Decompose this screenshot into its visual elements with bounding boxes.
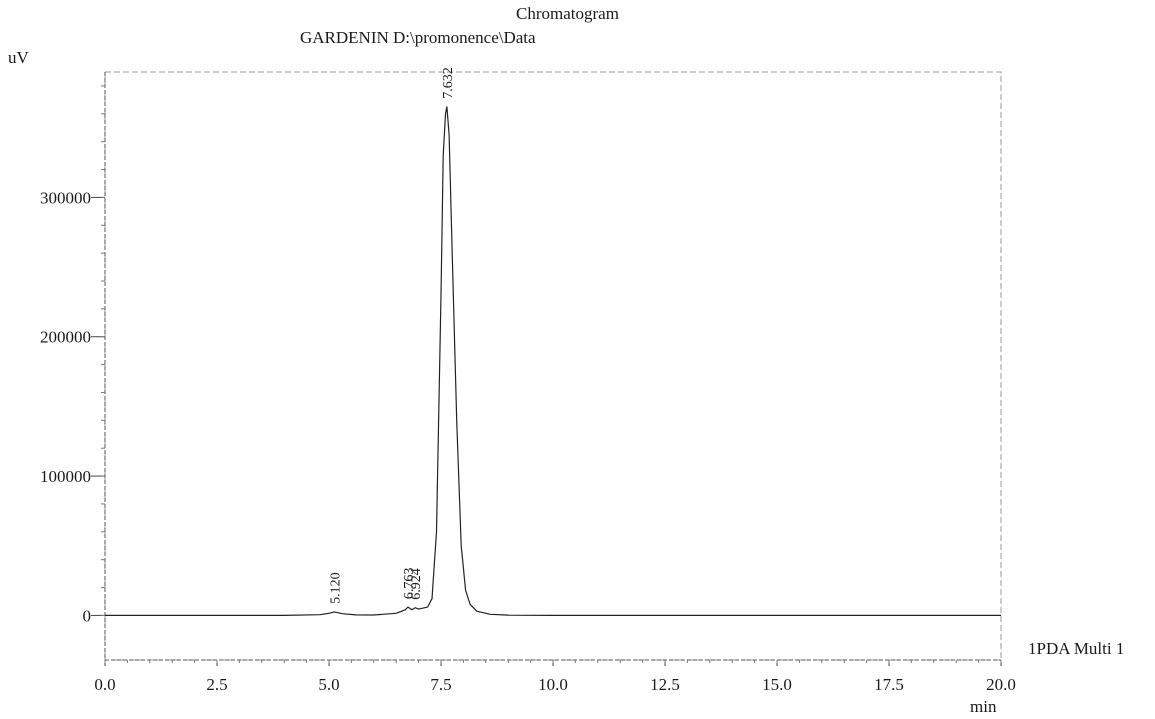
x-tick-label: 15.0 <box>762 675 792 694</box>
x-tick-label: 0.0 <box>94 675 115 694</box>
chart-subtitle: GARDENIN D:\promonence\Data <box>300 28 536 47</box>
y-tick-label: 300000 <box>40 188 91 207</box>
plot-frame <box>104 71 1002 661</box>
peak-label: 6.924 <box>409 568 424 600</box>
y-axis-label: uV <box>8 48 29 67</box>
x-tick-label: 10.0 <box>538 675 568 694</box>
peak-label: 5.120 <box>328 572 343 604</box>
x-tick-label: 5.0 <box>318 675 339 694</box>
x-tick-label: 12.5 <box>650 675 680 694</box>
x-axis-label: min <box>970 697 997 716</box>
x-tick-label: 17.5 <box>874 675 904 694</box>
x-tick-label: 2.5 <box>206 675 227 694</box>
peak-label: 6.763 <box>402 568 417 600</box>
x-tick-label: 7.5 <box>430 675 451 694</box>
peak-label: 7.632 <box>441 67 456 99</box>
series-label: 1PDA Multi 1 <box>1028 639 1125 658</box>
chromatogram-trace <box>105 106 1001 617</box>
y-tick-label: 100000 <box>40 467 91 486</box>
y-tick-label: 200000 <box>40 328 91 347</box>
x-tick-label: 20.0 <box>986 675 1016 694</box>
chart-title: Chromatogram <box>516 4 619 23</box>
y-tick-label: 0 <box>83 606 92 625</box>
